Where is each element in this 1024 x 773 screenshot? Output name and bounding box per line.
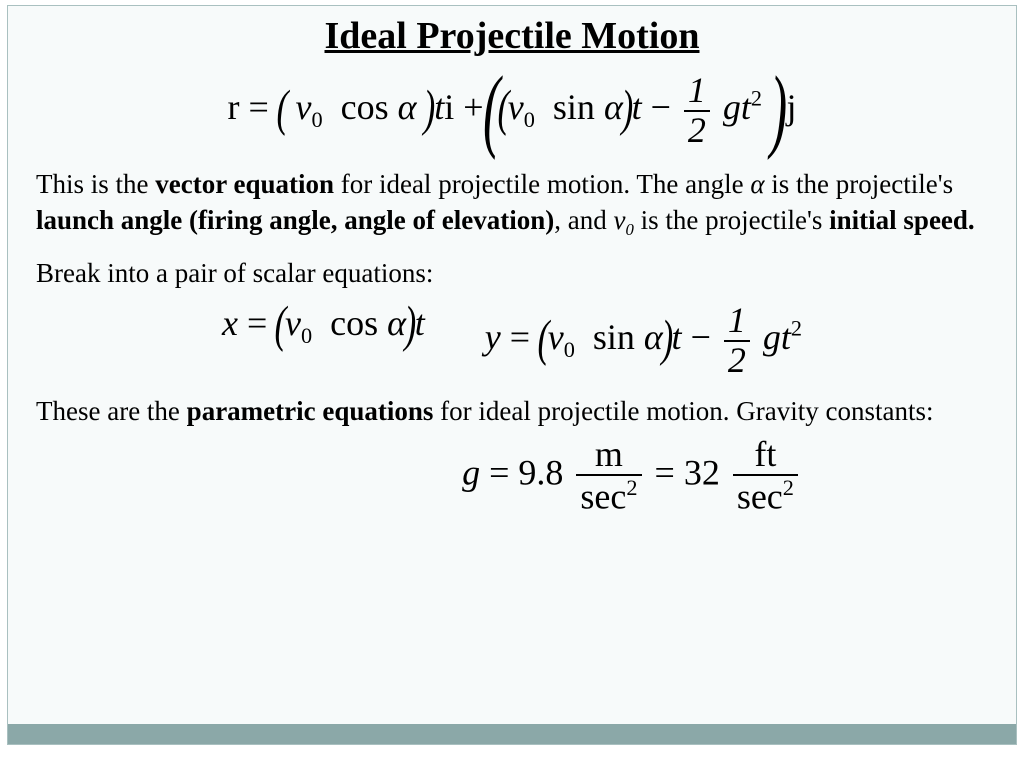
equation-gravity: g = 9.8 msec2 = 32 ftsec2: [36, 436, 988, 516]
equation-vector: r = ( v0 cos α )ti + ( (v0 sin α)t − 12 …: [36, 72, 988, 150]
equation-scalar-pair: x = (v0 cos α)t y = (v0 sin α)t − 12 gt2: [36, 302, 988, 380]
paragraph-3: These are the parametric equations for i…: [36, 393, 988, 429]
page-title: Ideal Projectile Motion: [36, 14, 988, 58]
paragraph-1: This is the vector equation for ideal pr…: [36, 166, 988, 242]
eq-r: r: [227, 87, 239, 127]
bottom-bar: [8, 724, 1016, 744]
equation-y: y = (v0 sin α)t − 12 gt2: [485, 302, 802, 380]
paragraph-2: Break into a pair of scalar equations:: [36, 255, 988, 291]
slide: Ideal Projectile Motion r = ( v0 cos α )…: [7, 5, 1017, 745]
equation-x: x = (v0 cos α)t: [222, 302, 425, 380]
